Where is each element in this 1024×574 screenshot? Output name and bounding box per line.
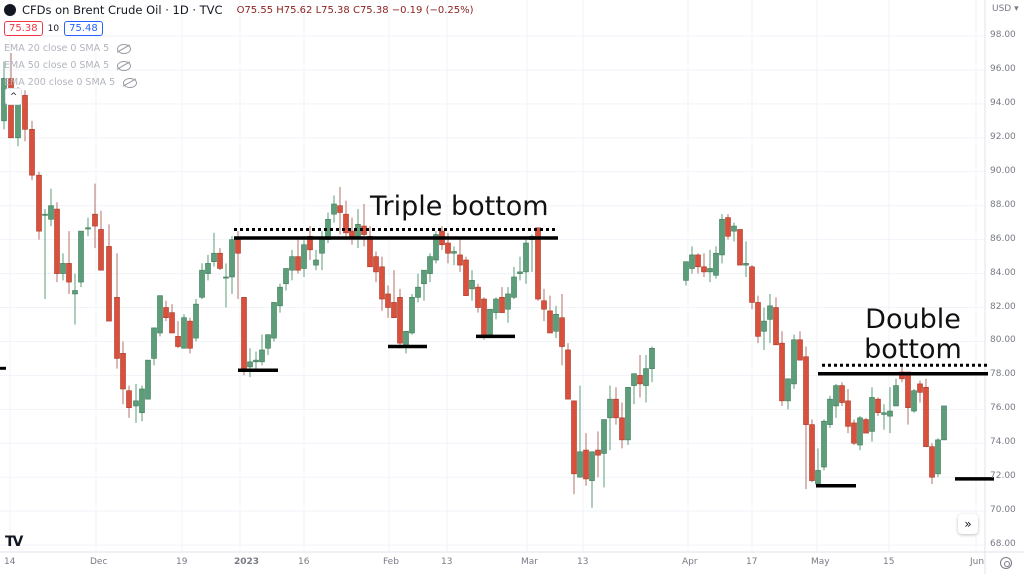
chart-legend: CFDs on Brent Crude Oil · 1D · TVC O75.5…: [4, 3, 474, 17]
indicator-ema50[interactable]: EMA 50 close 0 SMA 5: [4, 60, 132, 71]
time-tick-label: 14: [4, 557, 16, 567]
price-tick-label: 80.00: [990, 335, 1016, 346]
price-tick-label: 70.00: [990, 505, 1016, 516]
time-tick-label: 13: [577, 557, 589, 567]
indicator-label: EMA 200 close 0 SMA 5: [4, 77, 116, 88]
indicator-label: EMA 50 close 0 SMA 5: [4, 60, 110, 71]
buy-price-button[interactable]: 75.48: [64, 21, 103, 36]
spread-value: 10: [47, 23, 60, 34]
price-tick-label: 96.00: [990, 63, 1016, 74]
price-tick-label: 92.00: [990, 131, 1016, 142]
indicator-label: EMA 20 close 0 SMA 5: [4, 43, 110, 54]
currency-selector[interactable]: USD ▾: [992, 4, 1019, 14]
price-tick-label: 84.00: [990, 267, 1016, 278]
price-tick-label: 76.00: [990, 403, 1016, 414]
collapse-legend-button[interactable]: ^: [5, 88, 22, 105]
time-tick-label: 19: [176, 557, 188, 567]
settings-icon[interactable]: [1000, 557, 1012, 569]
price-tick-label: 94.00: [990, 97, 1016, 108]
price-tick-label: 72.00: [990, 471, 1016, 482]
time-tick-label: Jun: [970, 557, 985, 567]
price-tick-label: 98.00: [990, 30, 1016, 40]
price-tick-label: 82.00: [990, 301, 1016, 312]
triple-bottom-label: Triple bottom: [370, 191, 549, 222]
indicator-ema20[interactable]: EMA 20 close 0 SMA 5: [4, 43, 132, 54]
time-tick-label: Apr: [682, 557, 698, 567]
time-tick-label: 17: [746, 557, 758, 567]
symbol-logo-icon: [4, 4, 16, 16]
price-tick-label: 78.00: [990, 369, 1016, 380]
double-chevron-right-icon: »: [964, 517, 972, 531]
time-tick-label: 2023: [234, 557, 260, 567]
price-tick-label: 90.00: [990, 165, 1016, 176]
double-bottom-line2: bottom: [864, 334, 962, 365]
eye-hidden-icon[interactable]: [117, 43, 132, 54]
double-bottom-label: Double bottom: [858, 305, 968, 365]
price-tick-label: 88.00: [990, 199, 1016, 210]
tradingview-logo-icon[interactable]: TV: [5, 534, 23, 550]
indicator-ema200[interactable]: EMA 200 close 0 SMA 5: [4, 77, 138, 88]
time-tick-label: Feb: [383, 557, 399, 567]
time-tick-label: 15: [883, 557, 895, 567]
symbol-title[interactable]: CFDs on Brent Crude Oil · 1D · TVC: [22, 3, 223, 17]
scroll-to-realtime-button[interactable]: »: [958, 514, 978, 534]
time-tick-label: May: [811, 557, 830, 567]
sell-price-button[interactable]: 75.38: [4, 21, 43, 36]
price-tick-label: 86.00: [990, 233, 1016, 244]
price-tick-label: 68.00: [990, 539, 1016, 550]
time-tick-label: 13: [441, 557, 453, 567]
price-tick-label: 74.00: [990, 437, 1016, 448]
eye-hidden-icon[interactable]: [123, 77, 138, 88]
time-tick-label: 16: [298, 557, 310, 567]
chevron-up-icon: ^: [9, 91, 18, 102]
eye-hidden-icon[interactable]: [117, 60, 132, 71]
double-bottom-line1: Double: [865, 304, 961, 335]
time-tick-label: Mar: [521, 557, 538, 567]
time-tick-label: Dec: [90, 557, 108, 567]
bid-ask-row: 75.38 10 75.48: [4, 21, 103, 36]
ohlc-values: O75.55 H75.62 L75.38 C75.38 −0.19 (−0.25…: [236, 4, 474, 16]
